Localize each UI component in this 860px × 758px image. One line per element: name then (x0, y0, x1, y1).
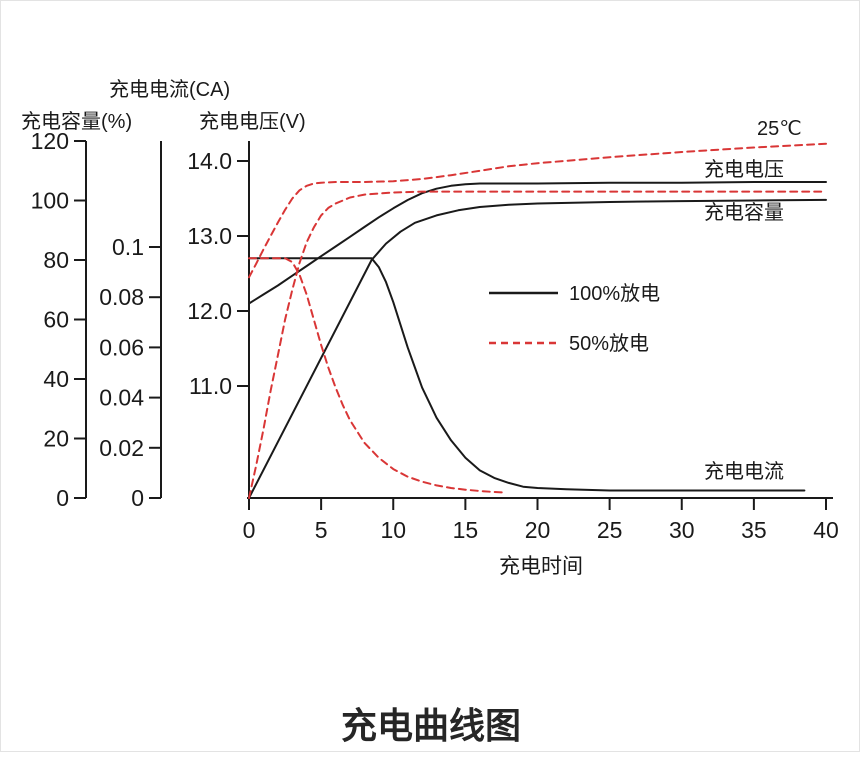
x-tick-label: 10 (380, 517, 406, 543)
current-axis-title: 充电电流(CA) (109, 78, 230, 101)
voltage-tick-label: 13.0 (187, 223, 232, 249)
capacity-tick-label: 60 (43, 307, 69, 333)
x-tick-label: 25 (597, 517, 623, 543)
current-tick-label: 0 (131, 485, 144, 511)
series-capacity-100 (248, 198, 827, 499)
x-tick-label: 20 (525, 517, 551, 543)
capacity-axis-title: 充电容量(%) (21, 110, 132, 133)
axis-titles: 充电电流(CA) 充电容量(%) 充电电压(V) (21, 78, 306, 133)
voltage-tick-label: 12.0 (187, 298, 232, 324)
legend-label-50: 50%放电 (569, 332, 649, 355)
capacity-tick-label: 40 (43, 366, 69, 392)
x-axis-title: 充电时间 (499, 555, 583, 578)
figure-title: 充电曲线图 (341, 705, 521, 746)
series-voltage-100 (248, 181, 827, 305)
x-tick-label: 0 (243, 517, 256, 543)
curve-label-voltage: 充电电压 (704, 158, 784, 181)
x-tick-label: 30 (669, 517, 695, 543)
x-tick-label: 35 (741, 517, 767, 543)
current-tick-label: 0.02 (99, 435, 144, 461)
chart-plot-area: 02040608010012000.020.040.060.080.111.01… (31, 128, 839, 543)
voltage-tick-label: 14.0 (187, 148, 232, 174)
voltage-tick-label: 11.0 (189, 373, 232, 399)
series-voltage-50 (248, 142, 827, 279)
capacity-tick-label: 80 (43, 247, 69, 273)
curve-label-current: 充电电流 (704, 460, 784, 483)
curve-labels: 充电电压 充电容量 充电电流 (704, 158, 784, 483)
capacity-tick-label: 100 (31, 188, 69, 214)
current-tick-label: 0.1 (112, 234, 144, 260)
capacity-tick-label: 20 (43, 426, 69, 452)
x-tick-label: 15 (453, 517, 479, 543)
capacity-tick-label: 120 (31, 128, 69, 154)
x-tick-label: 5 (315, 517, 328, 543)
legend-label-100: 100%放电 (569, 282, 660, 305)
x-tick-label: 40 (813, 517, 839, 543)
legend: 100%放电 50%放电 (489, 282, 660, 355)
current-tick-label: 0.08 (99, 284, 144, 310)
curve-label-capacity: 充电容量 (704, 201, 784, 224)
capacity-tick-label: 0 (56, 485, 69, 511)
current-tick-label: 0.04 (99, 385, 144, 411)
current-tick-label: 0.06 (99, 334, 144, 360)
voltage-axis-title: 充电电压(V) (199, 110, 306, 133)
series-current-100 (248, 257, 806, 492)
series-current-50 (248, 257, 507, 494)
temperature-label: 25℃ (757, 118, 802, 140)
series-capacity-50 (248, 190, 827, 499)
